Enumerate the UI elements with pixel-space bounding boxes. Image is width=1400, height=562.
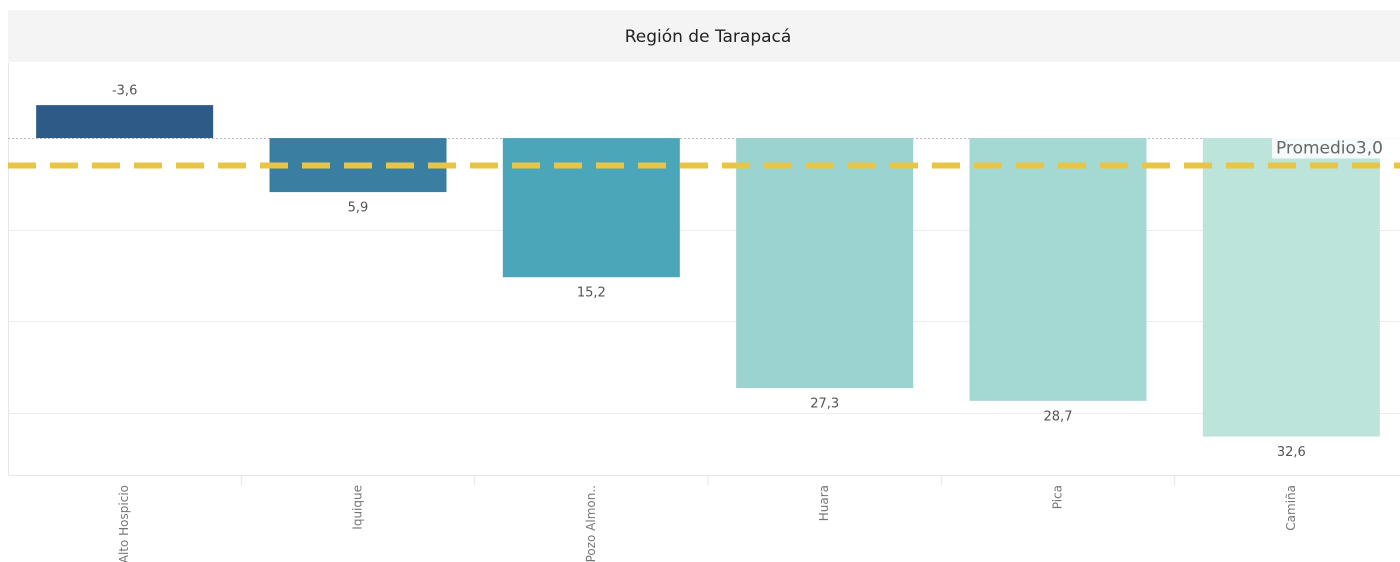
bar (36, 105, 214, 139)
x-tick-label: Pica (1051, 485, 1065, 509)
bar (502, 138, 680, 278)
reference-label-bg (1272, 136, 1400, 159)
data-label: -3,6 (112, 84, 137, 99)
x-tick-label: Camiña (1284, 485, 1298, 531)
bar (1202, 138, 1380, 437)
data-label: 32,6 (1277, 445, 1306, 460)
header-band (8, 10, 1400, 62)
reference-label-name: Promedio (1276, 139, 1356, 159)
x-tick-label: Iquique (351, 485, 365, 530)
reference-label-value: 3,0 (1356, 139, 1383, 159)
x-tick-label: Pozo Almon.. (584, 485, 598, 562)
bar (736, 138, 914, 389)
chart-title: Región de Tarapacá (625, 27, 792, 47)
data-label: 5,9 (348, 201, 369, 216)
x-tick-label: Huara (817, 485, 831, 521)
data-label: 28,7 (1044, 409, 1073, 424)
data-label: 27,3 (810, 397, 839, 412)
bar (969, 138, 1147, 401)
data-label: 15,2 (577, 286, 606, 301)
reference-label: Promedio3,0 (1276, 139, 1383, 159)
x-tick-label: Alto Hospicio (117, 485, 131, 562)
